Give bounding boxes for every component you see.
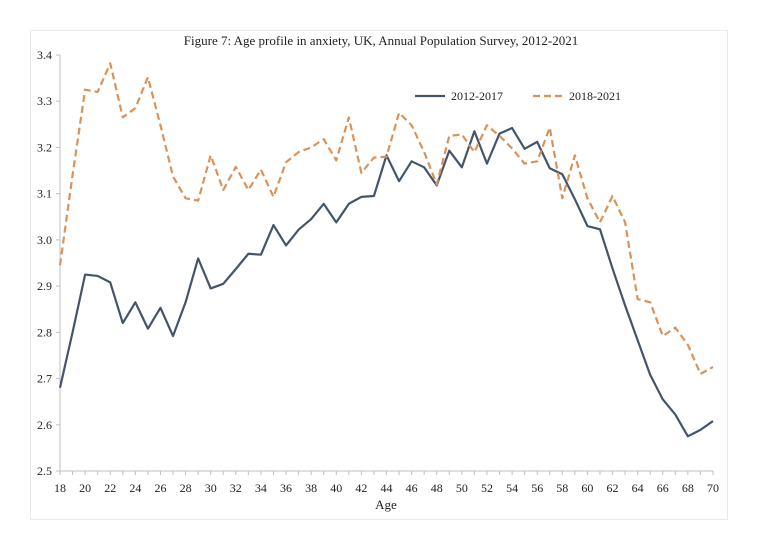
x-tick-label: 48 (431, 481, 443, 495)
x-tick-label: 18 (54, 481, 66, 495)
x-tick-label: 64 (632, 481, 644, 495)
x-tick-label: 66 (657, 481, 669, 495)
x-tick-label: 50 (456, 481, 468, 495)
x-tick-label: 54 (506, 481, 518, 495)
x-tick-label: 44 (381, 481, 393, 495)
y-tick-label: 2.8 (37, 325, 52, 339)
x-axis-ticks: 18 20 22 24 26 28 30 32 34 36 38 40 42 44 46 48 50 52 54 56… (54, 471, 719, 495)
x-tick-label: 70 (707, 481, 719, 495)
x-tick-label: 28 (180, 481, 192, 495)
y-tick-label: 2.7 (37, 372, 52, 386)
chart-title: Figure 7: Age profile in anxiety, UK, An… (184, 33, 578, 48)
series-lines (58, 62, 714, 438)
x-axis-label: Age (375, 497, 397, 512)
x-tick-label: 26 (154, 481, 166, 495)
series-line-2012-2017 (58, 126, 714, 438)
x-tick-label: 60 (581, 481, 593, 495)
y-tick-label: 2.5 (37, 464, 52, 478)
series-line-2018-2021 (58, 62, 714, 376)
x-tick-label: 46 (406, 481, 418, 495)
y-axis-ticks: 2.5 2.6 2.7 2.8 2.9 3.0 3.1 3.2 3.3 3.4 (37, 48, 60, 478)
x-tick-label: 42 (355, 481, 367, 495)
y-tick-label: 3.2 (37, 140, 52, 154)
y-tick-label: 3.0 (37, 233, 52, 247)
x-tick-label: 34 (255, 481, 267, 495)
y-tick-label: 2.6 (37, 418, 52, 432)
x-tick-label: 38 (305, 481, 317, 495)
x-tick-label: 30 (205, 481, 217, 495)
y-tick-label: 3.1 (37, 187, 52, 201)
legend-label-2012-2017: 2012-2017 (451, 89, 503, 103)
chart-frame (30, 30, 728, 520)
x-tick-label: 32 (230, 481, 242, 495)
x-tick-label: 36 (280, 481, 292, 495)
x-tick-label: 68 (682, 481, 694, 495)
x-tick-label: 56 (531, 481, 543, 495)
y-tick-label: 3.4 (37, 48, 52, 62)
x-tick-label: 20 (79, 481, 91, 495)
x-tick-label: 62 (607, 481, 619, 495)
legend: 2012-2017 2018-2021 (415, 89, 621, 103)
x-tick-label: 22 (104, 481, 116, 495)
x-tick-label: 24 (129, 481, 141, 495)
x-tick-label: 40 (330, 481, 342, 495)
x-tick-label: 58 (556, 481, 568, 495)
y-tick-label: 3.3 (37, 94, 52, 108)
y-tick-label: 2.9 (37, 279, 52, 293)
x-tick-label: 52 (481, 481, 493, 495)
legend-label-2018-2021: 2018-2021 (569, 89, 621, 103)
